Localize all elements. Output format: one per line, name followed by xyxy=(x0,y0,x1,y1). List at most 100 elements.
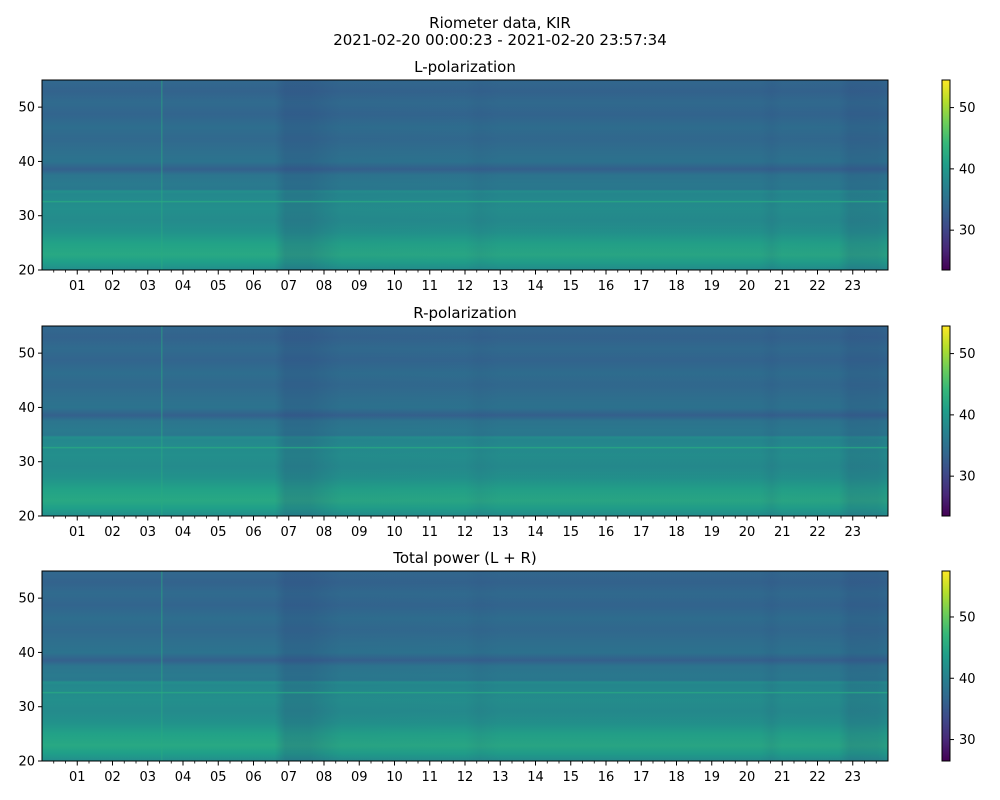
x-tick-label: 17 xyxy=(633,525,650,540)
colorbar-tick-label: 40 xyxy=(959,162,976,177)
x-tick-label: 15 xyxy=(562,770,579,785)
x-tick-label: 03 xyxy=(139,770,156,785)
y-tick-label: 50 xyxy=(18,347,35,362)
x-tick-label: 12 xyxy=(457,279,474,294)
colorbar-tick-label: 40 xyxy=(959,672,976,687)
x-tick-label: 17 xyxy=(633,770,650,785)
x-tick-label: 08 xyxy=(316,770,333,785)
x-tick-label: 11 xyxy=(421,770,438,785)
figure-title-line2: 2021-02-20 00:00:23 - 2021-02-20 23:57:3… xyxy=(333,31,667,49)
x-tick-label: 04 xyxy=(175,525,192,540)
x-tick-label: 14 xyxy=(527,770,544,785)
y-tick-label: 40 xyxy=(18,401,35,416)
x-tick-label: 18 xyxy=(668,525,685,540)
y-tick-label: 30 xyxy=(18,209,35,224)
x-tick-label: 13 xyxy=(492,525,509,540)
x-tick-label: 05 xyxy=(210,770,227,785)
colorbar: 30 40 50 xyxy=(941,325,976,517)
colorbar-bar xyxy=(941,325,951,517)
x-tick-label: 04 xyxy=(175,770,192,785)
panel-title: Total power (L + R) xyxy=(392,549,537,567)
panel-3: Total power (L + R) 20 30 40 50 01 02 03 04 05 06 0… xyxy=(18,549,975,785)
colorbar-tick-label: 40 xyxy=(959,408,976,423)
panel-title: R-polarization xyxy=(413,304,516,322)
figure-title-line1: Riometer data, KIR xyxy=(429,14,571,32)
y-tick-label: 30 xyxy=(18,700,35,715)
x-tick-label: 09 xyxy=(351,279,368,294)
x-tick-label: 19 xyxy=(703,279,720,294)
x-tick-label: 02 xyxy=(104,525,121,540)
x-tick-label: 10 xyxy=(386,770,403,785)
x-tick-label: 06 xyxy=(245,279,262,294)
x-tick-label: 22 xyxy=(809,279,826,294)
colorbar-bar xyxy=(941,79,951,271)
y-tick-label: 20 xyxy=(18,755,35,770)
y-tick-label: 30 xyxy=(18,455,35,470)
panel-2: R-polarization 20 30 40 50 01 02 03 04 05 06 07 08 09… xyxy=(18,304,975,540)
y-tick-label: 40 xyxy=(18,155,35,170)
x-tick-label: 20 xyxy=(739,279,756,294)
colorbar-tick-label: 50 xyxy=(959,101,976,116)
y-tick-label: 20 xyxy=(18,510,35,525)
x-tick-label: 21 xyxy=(774,770,791,785)
x-tick-label: 01 xyxy=(69,770,86,785)
x-tick-label: 19 xyxy=(703,525,720,540)
panels: L-polarization 20 30 40 50 01 02 03 04 05 06 07 08 09… xyxy=(18,58,975,785)
x-tick-label: 04 xyxy=(175,279,192,294)
x-tick-label: 06 xyxy=(245,770,262,785)
x-tick-label: 11 xyxy=(421,525,438,540)
x-tick-label: 01 xyxy=(69,279,86,294)
x-tick-label: 08 xyxy=(316,525,333,540)
y-tick-label: 40 xyxy=(18,646,35,661)
y-tick-label: 50 xyxy=(18,592,35,607)
x-tick-label: 23 xyxy=(844,279,861,294)
heatmap-shading xyxy=(42,326,888,516)
x-tick-label: 17 xyxy=(633,279,650,294)
x-tick-label: 07 xyxy=(280,770,297,785)
x-tick-label: 22 xyxy=(809,525,826,540)
x-tick-label: 02 xyxy=(104,770,121,785)
colorbar: 30 40 50 xyxy=(941,79,976,271)
heatmap-shading xyxy=(42,80,888,270)
x-tick-label: 13 xyxy=(492,770,509,785)
colorbar-tick-label: 50 xyxy=(959,347,976,362)
x-tick-label: 05 xyxy=(210,525,227,540)
x-tick-label: 19 xyxy=(703,770,720,785)
x-tick-label: 21 xyxy=(774,279,791,294)
x-tick-label: 03 xyxy=(139,279,156,294)
x-tick-label: 12 xyxy=(457,525,474,540)
colorbar-tick-label: 30 xyxy=(959,224,976,239)
x-tick-label: 01 xyxy=(69,525,86,540)
x-tick-label: 08 xyxy=(316,279,333,294)
x-tick-label: 23 xyxy=(844,770,861,785)
x-tick-label: 15 xyxy=(562,525,579,540)
x-tick-label: 16 xyxy=(598,525,615,540)
x-tick-label: 20 xyxy=(739,525,756,540)
x-tick-label: 22 xyxy=(809,770,826,785)
x-tick-label: 09 xyxy=(351,770,368,785)
colorbar-tick-label: 30 xyxy=(959,733,976,748)
x-tick-label: 07 xyxy=(280,525,297,540)
y-tick-label: 50 xyxy=(18,101,35,116)
x-tick-label: 12 xyxy=(457,770,474,785)
x-tick-label: 16 xyxy=(598,770,615,785)
colorbar: 30 40 50 xyxy=(941,570,976,762)
x-tick-label: 10 xyxy=(386,279,403,294)
x-tick-label: 15 xyxy=(562,279,579,294)
x-tick-label: 09 xyxy=(351,525,368,540)
panel-1: L-polarization 20 30 40 50 01 02 03 04 05 06 07 08 09… xyxy=(18,58,975,294)
colorbar-tick-label: 30 xyxy=(959,470,976,485)
x-tick-label: 05 xyxy=(210,279,227,294)
x-tick-label: 16 xyxy=(598,279,615,294)
x-tick-label: 13 xyxy=(492,279,509,294)
panel-title: L-polarization xyxy=(414,58,516,76)
x-tick-label: 10 xyxy=(386,525,403,540)
heatmap-shading xyxy=(42,571,888,761)
colorbar-tick-label: 50 xyxy=(959,610,976,625)
x-tick-label: 23 xyxy=(844,525,861,540)
x-tick-label: 02 xyxy=(104,279,121,294)
x-tick-label: 06 xyxy=(245,525,262,540)
x-tick-label: 18 xyxy=(668,279,685,294)
x-tick-label: 03 xyxy=(139,525,156,540)
